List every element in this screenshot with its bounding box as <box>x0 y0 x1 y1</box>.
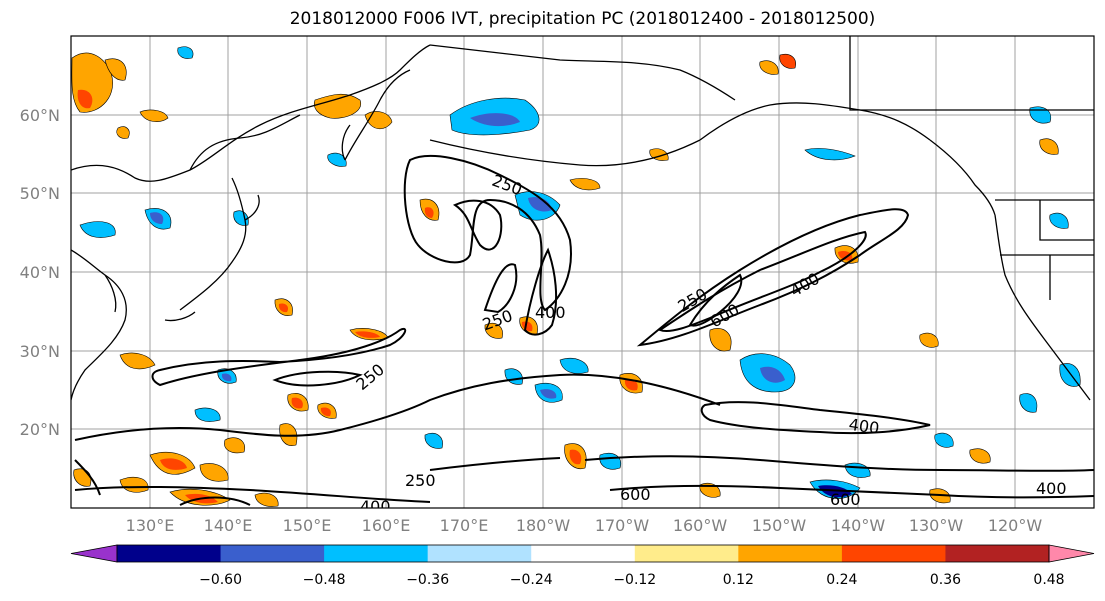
ivt-contour-label: 250 <box>405 471 436 490</box>
colorbar-bin <box>531 545 636 562</box>
latitude-label: 40°N <box>20 263 60 282</box>
colorbar-tick-label: −0.60 <box>199 572 242 588</box>
colorbar-tick-label: −0.48 <box>303 572 346 588</box>
ivt-contour-label: 400 <box>1036 479 1067 498</box>
colorbar-tick-label: −0.36 <box>406 572 449 588</box>
latitude-label: 30°N <box>20 342 60 361</box>
longitude-label: 150°W <box>752 516 807 535</box>
colorbar-tick-label: 0.24 <box>826 572 857 588</box>
ivt-contour-label: 400 <box>360 497 391 516</box>
colorbar-tick-label: 0.36 <box>930 572 961 588</box>
colorbar-bin <box>220 545 325 562</box>
colorbar-bin <box>117 545 222 562</box>
map-title: 2018012000 F006 IVT, precipitation PC (2… <box>289 9 876 29</box>
coastlines <box>71 36 1094 401</box>
longitude-label: 140°W <box>831 516 886 535</box>
colorbar-tick-label: −0.24 <box>510 572 553 588</box>
colorbar-tick-label: −0.12 <box>613 572 656 588</box>
latitude-label: 60°N <box>20 106 60 125</box>
ivt-contour-label: 600 <box>830 490 861 509</box>
colorbar-bin <box>634 545 739 562</box>
latitude-labels: 60°N 50°N 40°N 30°N 20°N <box>20 106 60 439</box>
colorbar-bin <box>427 545 532 562</box>
longitude-labels: 130°E 140°E 150°E 160°E 170°E 180°W 170°W 160°W… <box>126 516 1043 535</box>
longitude-label: 150°E <box>283 516 332 535</box>
latitude-label: 50°N <box>20 184 60 203</box>
colorbar-tick-label: 0.12 <box>723 572 754 588</box>
colorbar-tick-labels: −0.60 −0.48 −0.36 −0.24 −0.12 0.12 0.24 0.36 0.4… <box>199 572 1064 588</box>
longitude-label: 130°E <box>126 516 175 535</box>
ivt-contour-label: 400 <box>535 303 566 322</box>
ivt-contour-label: 400 <box>848 415 881 438</box>
longitude-label: 140°E <box>204 516 253 535</box>
longitude-label: 160°W <box>673 516 728 535</box>
latitude-label: 20°N <box>20 420 60 439</box>
colorbar-bin <box>841 545 946 562</box>
longitude-label: 130°W <box>909 516 964 535</box>
colorbar-bin <box>324 545 429 562</box>
longitude-label: 120°W <box>988 516 1043 535</box>
colorbar-bin <box>738 545 843 562</box>
ivt-contour-label: 600 <box>620 485 651 504</box>
map-frame <box>70 35 1095 509</box>
longitude-label: 170°E <box>440 516 489 535</box>
longitude-label: 160°E <box>362 516 411 535</box>
colorbar-tick-label: 0.48 <box>1033 572 1064 588</box>
colorbar-max-extension <box>1048 544 1095 563</box>
longitude-label: 170°W <box>595 516 650 535</box>
ivt-contours <box>74 154 1094 506</box>
colorbar-bin <box>945 545 1050 562</box>
colorbar <box>70 544 1095 563</box>
longitude-label: 180°W <box>516 516 571 535</box>
colorbar-min-extension <box>70 544 118 563</box>
